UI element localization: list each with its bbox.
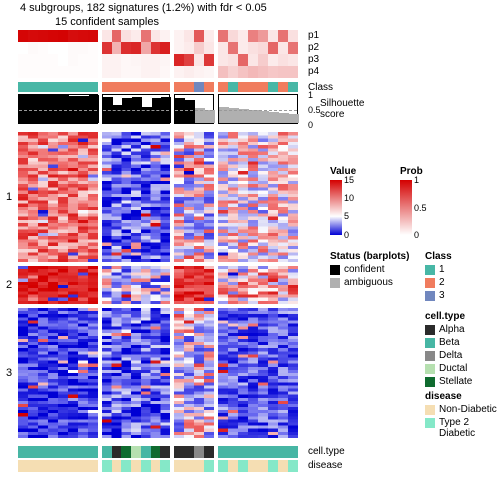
legend-swatch: [425, 377, 435, 387]
prob-row-p3-b2: [174, 54, 214, 66]
sil-tick: 0: [308, 120, 313, 130]
legend-label: Type 2 Diabetic: [439, 417, 504, 439]
legend-title-Class: Class: [425, 251, 452, 262]
legend-label: Beta: [439, 337, 460, 348]
silhouette-b2: [174, 94, 214, 124]
anno-disease-b1: [102, 460, 170, 472]
legend-title-Status (barplots): Status (barplots): [330, 251, 409, 262]
legend-swatch: [425, 351, 435, 361]
prob-row-p1-b3: [218, 30, 298, 42]
heatmap-g1-b1: [102, 266, 170, 304]
legend-label: confident: [344, 264, 385, 275]
prob-label-p3: p3: [308, 54, 319, 65]
legend-swatch: [425, 405, 435, 415]
legend-tick: 10: [344, 193, 354, 203]
prob-row-p1-b0: [18, 30, 98, 42]
legend-label: ambiguous: [344, 277, 393, 288]
legend-swatch: [425, 278, 435, 288]
heatmap-g2-b0: [18, 308, 98, 438]
anno-label-cell.type: cell.type: [308, 446, 345, 457]
legend-grad-Prob: [400, 180, 412, 235]
hm-group-label-1: 1: [6, 191, 12, 203]
legend-swatch: [425, 325, 435, 335]
anno-disease-b3: [218, 460, 298, 472]
sil-label: Silhouette score: [320, 98, 364, 120]
title-sub: 15 confident samples: [55, 16, 159, 28]
heatmap-g2-b2: [174, 308, 214, 438]
prob-row-p3-b0: [18, 54, 98, 66]
legend-title-cell.type: cell.type: [425, 311, 465, 322]
prob-row-p2-b3: [218, 42, 298, 54]
prob-row-p1-b1: [102, 30, 170, 42]
legend-swatch: [330, 278, 340, 288]
anno-cell.type-b1: [102, 446, 170, 458]
prob-row-p4-b3: [218, 66, 298, 78]
legend-swatch: [425, 418, 435, 428]
prob-row-p3-b3: [218, 54, 298, 66]
prob-row-p1-b2: [174, 30, 214, 42]
heatmap-g0-b2: [174, 132, 214, 262]
prob-row-p2-b2: [174, 42, 214, 54]
silhouette-b3: [218, 94, 298, 124]
prob-row-p2-b0: [18, 42, 98, 54]
prob-row-p4-b1: [102, 66, 170, 78]
anno-disease-b2: [174, 460, 214, 472]
anno-cell.type-b3: [218, 446, 298, 458]
prob-label-p4: p4: [308, 66, 319, 77]
anno-label-disease: disease: [308, 460, 342, 471]
heatmap-g0-b0: [18, 132, 98, 262]
legend-tick: 0.5: [414, 203, 427, 213]
legend-tick: 5: [344, 211, 349, 221]
legend-label: 3: [439, 290, 445, 301]
legend-label: Delta: [439, 350, 462, 361]
legend-label: Alpha: [439, 324, 465, 335]
hm-group-label-3: 3: [6, 367, 12, 379]
sil-tick: 1: [308, 90, 313, 100]
hm-group-label-2: 2: [6, 279, 12, 291]
legend-label: Stellate: [439, 376, 472, 387]
legend-tick: 15: [344, 175, 354, 185]
prob-row-p2-b1: [102, 42, 170, 54]
heatmap-g0-b3: [218, 132, 298, 262]
legend-title-disease: disease: [425, 391, 462, 402]
silhouette-b1: [102, 94, 170, 124]
legend-label: 2: [439, 277, 445, 288]
legend-tick: 0: [344, 230, 349, 240]
legend-swatch: [425, 338, 435, 348]
class-row-b2: [174, 82, 214, 92]
prob-row-p3-b1: [102, 54, 170, 66]
class-row-b1: [102, 82, 170, 92]
legend-tick: 1: [414, 175, 419, 185]
prob-row-p4-b2: [174, 66, 214, 78]
anno-disease-b0: [18, 460, 98, 472]
heatmap-g1-b3: [218, 266, 298, 304]
legend-label: 1: [439, 264, 445, 275]
legend-title-Prob: Prob: [400, 166, 423, 177]
title-main: 4 subgroups, 182 signatures (1.2%) with …: [20, 2, 267, 14]
prob-label-p2: p2: [308, 42, 319, 53]
legend-tick: 0: [414, 230, 419, 240]
legend-label: Non-Diabetic: [439, 404, 497, 415]
prob-label-p1: p1: [308, 30, 319, 41]
legend-grad-Value: [330, 180, 342, 235]
anno-cell.type-b2: [174, 446, 214, 458]
legend-swatch: [425, 364, 435, 374]
class-row-b0: [18, 82, 98, 92]
heatmap-g2-b3: [218, 308, 298, 438]
heatmap-g0-b1: [102, 132, 170, 262]
anno-cell.type-b0: [18, 446, 98, 458]
heatmap-g1-b0: [18, 266, 98, 304]
silhouette-b0: [18, 94, 98, 124]
heatmap-g2-b1: [102, 308, 170, 438]
legend-swatch: [425, 291, 435, 301]
heatmap-g1-b2: [174, 266, 214, 304]
sil-tick: 0.5: [308, 105, 321, 115]
legend-swatch: [425, 265, 435, 275]
legend-swatch: [330, 265, 340, 275]
prob-row-p4-b0: [18, 66, 98, 78]
class-row-b3: [218, 82, 298, 92]
legend-label: Ductal: [439, 363, 467, 374]
